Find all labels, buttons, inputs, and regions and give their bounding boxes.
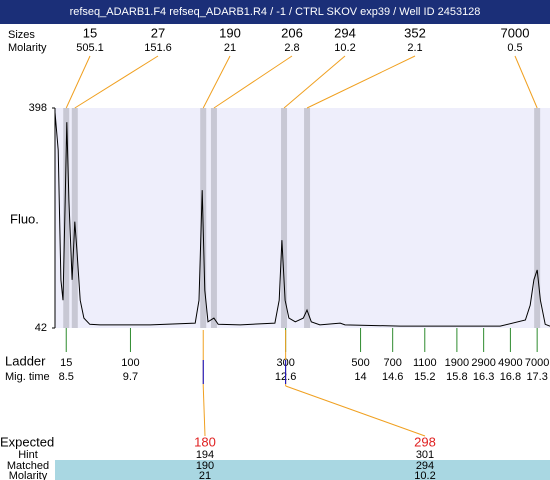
peak-band xyxy=(63,108,70,328)
expected-value: 180 xyxy=(194,434,216,449)
matched-molarity: 21 xyxy=(199,470,211,480)
title: refseq_ADARB1.F4 refseq_ADARB1.R4 / -1 /… xyxy=(70,6,481,18)
peak-molarity: 0.5 xyxy=(507,42,522,54)
peak-connector xyxy=(213,55,293,109)
peak-size: 352 xyxy=(404,25,426,40)
expected-connector xyxy=(202,385,206,437)
ladder-size: 1100 xyxy=(413,357,437,369)
peaks-label: Sizes xyxy=(8,29,35,41)
trace xyxy=(54,112,550,327)
peak-connector xyxy=(306,55,416,109)
ladder-time: 16.8 xyxy=(500,371,521,383)
ladder-time: 16.3 xyxy=(473,371,494,383)
matched-molarity: 10.2 xyxy=(414,470,435,480)
peak-molarity: 10.2 xyxy=(334,42,355,54)
y-tick-label: 42 xyxy=(35,322,47,334)
ladder-time: 8.5 xyxy=(59,371,74,383)
ladder-time: 9.7 xyxy=(123,371,138,383)
ladder-time: 15.8 xyxy=(446,371,467,383)
y-label: Fluo. xyxy=(10,211,39,226)
expected-value: 298 xyxy=(414,434,436,449)
peak-molarity: 2.8 xyxy=(284,42,299,54)
ladder-time: 14 xyxy=(354,371,366,383)
ladder-size: 2900 xyxy=(471,357,495,369)
ladder-time: 14.6 xyxy=(382,371,403,383)
peak-connector xyxy=(65,55,91,109)
peak-band xyxy=(281,108,288,328)
expected-connector xyxy=(285,385,426,437)
peak-molarity: 151.6 xyxy=(144,42,172,54)
ladder-size: 100 xyxy=(121,357,139,369)
ladder-size: 7000 xyxy=(525,357,549,369)
peak-connector xyxy=(514,55,538,109)
peak-connector xyxy=(74,55,159,109)
peak-connector xyxy=(283,55,346,109)
peak-size: 7000 xyxy=(501,25,530,40)
matched-label: Matched xyxy=(7,460,49,472)
peak-band xyxy=(210,108,217,328)
peak-size: 190 xyxy=(219,25,241,40)
ladder-size: 15 xyxy=(60,357,72,369)
molarity-label: Molarity xyxy=(8,42,47,54)
peak-size: 27 xyxy=(151,25,165,40)
hint-value: 301 xyxy=(416,449,434,461)
peak-molarity: 21 xyxy=(224,42,236,54)
ladder-time: 17.3 xyxy=(526,371,547,383)
peak-connector xyxy=(202,55,231,109)
peak-molarity: 505.1 xyxy=(76,42,104,54)
matched-band xyxy=(55,460,550,480)
peak-size: 15 xyxy=(83,25,97,40)
ladder-size: 500 xyxy=(351,357,369,369)
peak-band xyxy=(71,108,78,328)
ladder-size: 1900 xyxy=(445,357,469,369)
plot-area xyxy=(55,108,550,328)
peak-molarity: 2.1 xyxy=(407,42,422,54)
expected-label: Expected xyxy=(0,434,54,449)
matched-value: 294 xyxy=(416,460,434,472)
hint-label: Hint xyxy=(18,449,38,461)
ladder-size: 4900 xyxy=(498,357,522,369)
peak-size: 294 xyxy=(334,25,356,40)
peak-band xyxy=(304,108,311,328)
molarity-label: Molarity xyxy=(9,470,48,480)
y-tick-label: 398 xyxy=(29,102,47,114)
matched-value: 190 xyxy=(196,460,214,472)
ladder-size: 700 xyxy=(383,357,401,369)
ladder-time: 15.2 xyxy=(414,371,435,383)
peak-size: 206 xyxy=(281,25,303,40)
mig-time-label: Mig. time xyxy=(5,371,50,383)
ladder-label: Ladder xyxy=(5,353,46,368)
peak-band xyxy=(534,108,541,328)
hint-value: 194 xyxy=(196,449,214,461)
title-bar xyxy=(0,0,550,24)
